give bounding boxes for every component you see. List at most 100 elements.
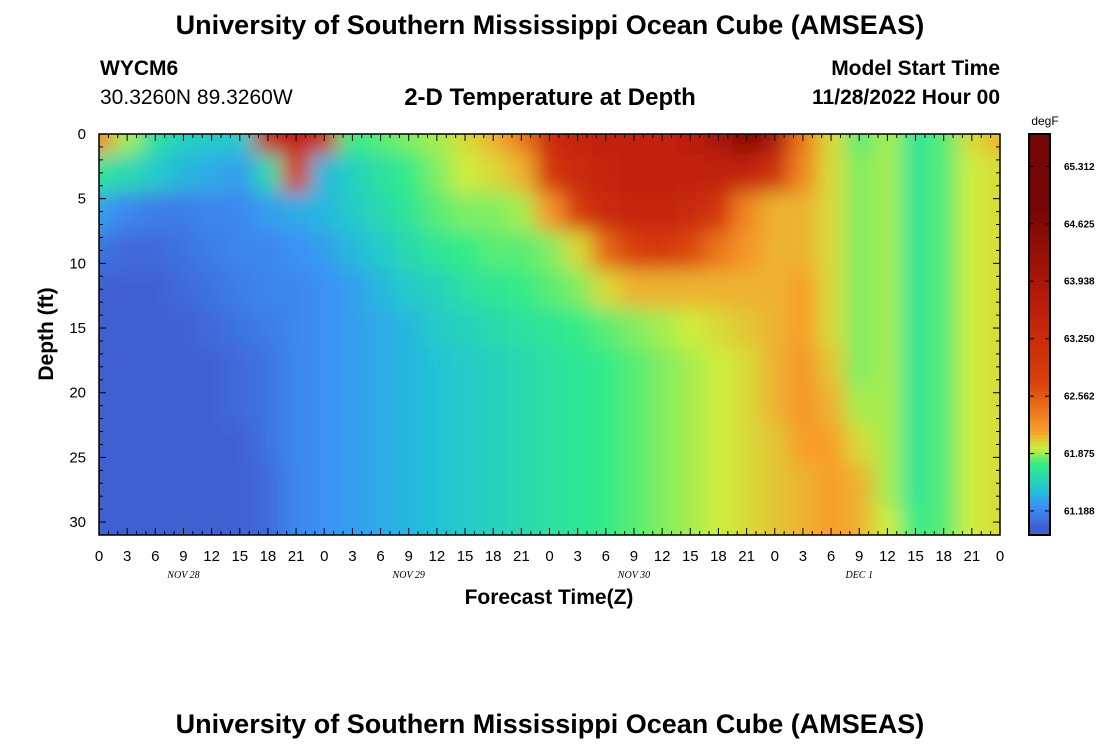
heat-cell (450, 425, 480, 465)
heat-cell (338, 231, 368, 271)
colorbar-band (1029, 197, 1050, 202)
heat-cell (760, 231, 790, 271)
colorbar-band (1029, 244, 1050, 249)
x-tick-label: 0 (545, 548, 553, 565)
heat-cell (310, 153, 339, 193)
heat-cell (563, 231, 593, 271)
colorbar-band (1029, 514, 1050, 519)
colorbar-band (1029, 217, 1050, 222)
heat-cell (788, 386, 818, 426)
heat-cell (253, 231, 283, 271)
heat-cell (591, 231, 621, 271)
heat-cell (225, 347, 255, 387)
heat-cell (253, 192, 283, 232)
heat-cell (282, 463, 311, 510)
heat-cell (99, 134, 114, 155)
colorbar-band (1029, 274, 1050, 279)
heat-cell (197, 463, 227, 510)
heat-cell (535, 347, 565, 387)
heat-cell (479, 425, 508, 465)
heat-cell (253, 269, 283, 310)
heat-cell (873, 153, 903, 193)
heat-cell (225, 308, 255, 349)
heat-cell (535, 269, 565, 310)
heat-cell (901, 134, 931, 155)
colorbar-band (1029, 471, 1050, 476)
heat-cell (253, 386, 283, 426)
heat-cell (816, 308, 846, 349)
colorbar-band (1029, 418, 1050, 422)
heat-cell (366, 153, 396, 193)
heat-cell (282, 347, 311, 387)
heat-cell (507, 192, 537, 232)
heat-cell (450, 269, 480, 310)
colorbar-band (1029, 491, 1050, 496)
heat-cell (704, 192, 734, 232)
colorbar-band (1029, 448, 1050, 453)
heat-cell (676, 425, 705, 465)
heat-cell (760, 463, 790, 510)
heat-cell (648, 269, 677, 310)
colorbar-band (1029, 240, 1050, 245)
heat-cell (732, 347, 762, 387)
heat-cell (676, 308, 705, 349)
x-tick-label: 9 (630, 548, 638, 565)
heat-cell (591, 153, 621, 193)
x-tick-label: 3 (573, 548, 581, 565)
heat-cell (760, 192, 790, 232)
heat-cell (704, 153, 734, 193)
heat-cell (253, 308, 283, 349)
heat-cell (901, 347, 931, 387)
heat-cell (676, 134, 705, 155)
heat-cell (648, 425, 677, 465)
heat-cell (113, 308, 142, 349)
heat-cell (450, 134, 480, 155)
heat-cell (113, 386, 142, 426)
heat-cell (99, 347, 114, 387)
colorbar-band (1029, 160, 1050, 165)
heat-cell (957, 153, 987, 193)
heat-cell (197, 153, 227, 193)
heat-cell (985, 269, 1000, 310)
heat-cell (479, 308, 508, 349)
heat-cell (282, 231, 311, 271)
heat-cell (310, 134, 339, 155)
heat-cell (338, 134, 368, 155)
heat-cell (225, 386, 255, 426)
heat-cell (816, 425, 846, 465)
heat-cell (845, 153, 874, 193)
heat-cell (507, 386, 537, 426)
colorbar-tick-label: 65.312 (1064, 162, 1095, 173)
colorbar-tick-label: 61.875 (1064, 449, 1095, 460)
heat-cell (985, 386, 1000, 426)
date-label: DEC 1 (844, 570, 873, 581)
colorbar-band (1029, 484, 1050, 489)
heat-cell (225, 463, 255, 510)
heat-cell (648, 192, 677, 232)
colorbar-band (1029, 291, 1050, 295)
heat-cell (619, 153, 649, 193)
colorbar-band (1029, 414, 1050, 419)
heat-cell (422, 386, 452, 426)
heat-cell (985, 231, 1000, 271)
heat-cell (450, 231, 480, 271)
heat-cell (901, 269, 931, 310)
heat-cell (845, 463, 874, 510)
heat-cell (760, 425, 790, 465)
heat-cell (648, 308, 677, 349)
heat-cell (788, 231, 818, 271)
colorbar-band (1029, 230, 1050, 235)
y-axis: 0 5 10 15 20 25 30 (69, 126, 1000, 536)
colorbar-band (1029, 354, 1050, 359)
heat-cell (169, 386, 199, 426)
heat-cell (563, 386, 593, 426)
heat-cell (648, 153, 677, 193)
heat-cell (901, 308, 931, 349)
heat-cell (507, 347, 537, 387)
colorbar-band (1029, 428, 1050, 433)
heat-cell (197, 308, 227, 349)
colorbar-band (1029, 177, 1050, 182)
heat-cell (99, 386, 114, 426)
heat-cell (985, 308, 1000, 349)
heat-cell (732, 153, 762, 193)
